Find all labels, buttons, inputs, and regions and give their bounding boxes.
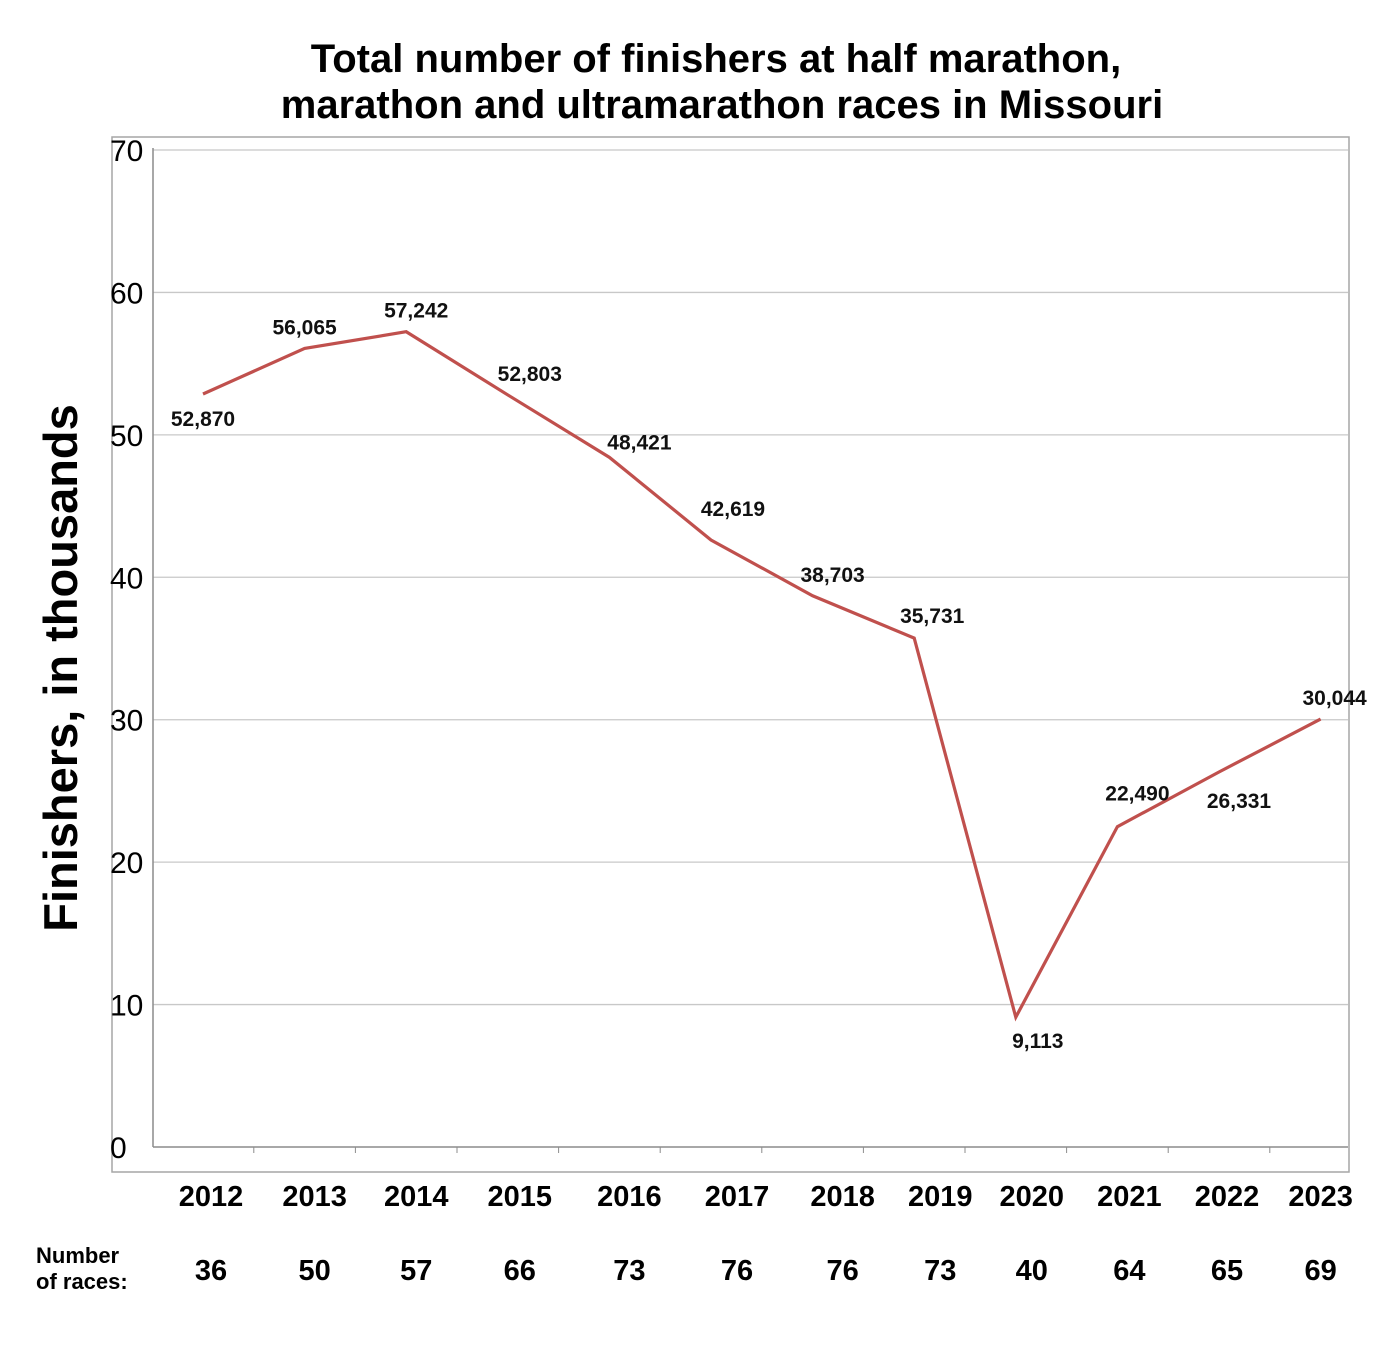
races-count-2016: 73 bbox=[613, 1255, 645, 1287]
races-count-2014: 57 bbox=[400, 1255, 432, 1287]
data-label-2014: 57,242 bbox=[384, 300, 448, 323]
data-label-2019: 35,731 bbox=[900, 605, 965, 628]
y-tick-label-10: 10 bbox=[110, 990, 143, 1023]
data-label-2020: 9,113 bbox=[1012, 1030, 1063, 1053]
x-tick-label-2023: 2023 bbox=[1288, 1181, 1353, 1213]
plot-frame bbox=[111, 136, 1350, 1173]
y-tick-label-60: 60 bbox=[110, 277, 143, 310]
x-tick-label-2022: 2022 bbox=[1195, 1181, 1260, 1213]
series-finishers bbox=[202, 330, 1322, 1022]
data-label-2017: 42,619 bbox=[701, 498, 765, 521]
data-label-2023: 30,044 bbox=[1302, 687, 1367, 710]
races-count-2013: 50 bbox=[298, 1255, 330, 1287]
x-tick-label-2021: 2021 bbox=[1097, 1181, 1162, 1213]
races-count-2021: 64 bbox=[1113, 1255, 1145, 1287]
y-axis-label: Finishers, in thousands bbox=[34, 404, 87, 932]
races-row: 36 50 57 66 73 76 76 73 40 64 65 69 bbox=[195, 1255, 1337, 1287]
x-axis-ticks: 2012 2013 2014 2015 2016 2017 2018 2019 2020 2021… bbox=[179, 1181, 1353, 1213]
data-label-2021: 22,490 bbox=[1105, 783, 1169, 806]
gridlines bbox=[152, 148, 1348, 1153]
y-tick-label-50: 50 bbox=[110, 420, 143, 453]
y-tick-label-40: 40 bbox=[110, 562, 143, 595]
data-label-2022: 26,331 bbox=[1207, 790, 1272, 813]
races-count-2012: 36 bbox=[195, 1255, 227, 1287]
races-count-2015: 66 bbox=[504, 1255, 536, 1287]
x-tick-label-2020: 2020 bbox=[1000, 1181, 1065, 1213]
races-count-2018: 76 bbox=[826, 1255, 858, 1287]
data-label-2016: 48,421 bbox=[607, 431, 672, 454]
y-tick-label-20: 20 bbox=[110, 847, 143, 880]
races-label-line-2: of races: bbox=[36, 1269, 128, 1294]
chart-title-line-2: marathon and ultramarathon races in Miss… bbox=[281, 83, 1163, 127]
races-count-2019: 73 bbox=[924, 1255, 956, 1287]
races-count-2022: 65 bbox=[1211, 1255, 1243, 1287]
y-tick-label-30: 30 bbox=[110, 705, 143, 738]
x-tick-label-2016: 2016 bbox=[597, 1181, 662, 1213]
data-label-2013: 56,065 bbox=[272, 316, 337, 339]
y-tick-label-70: 70 bbox=[110, 135, 143, 168]
x-tick-label-2012: 2012 bbox=[179, 1181, 244, 1213]
races-count-2020: 40 bbox=[1016, 1255, 1048, 1287]
races-label-line-1: Number bbox=[36, 1243, 120, 1268]
data-label-2018: 38,703 bbox=[800, 564, 864, 587]
y-tick-label-0: 0 bbox=[110, 1132, 127, 1165]
series-line bbox=[202, 330, 1322, 1022]
x-tick-label-2019: 2019 bbox=[908, 1181, 973, 1213]
data-label-2012: 52,870 bbox=[171, 408, 235, 431]
data-labels: 52,870 56,065 57,242 52,803 48,421 42,619 38,7… bbox=[171, 300, 1367, 1053]
races-count-2017: 76 bbox=[721, 1255, 753, 1287]
x-tick-label-2013: 2013 bbox=[282, 1181, 347, 1213]
x-tick-label-2015: 2015 bbox=[488, 1181, 553, 1213]
y-axis-ticks: 0 10 20 30 40 50 60 70 bbox=[110, 135, 143, 1165]
x-tick-label-2017: 2017 bbox=[705, 1181, 770, 1213]
x-tick-label-2018: 2018 bbox=[810, 1181, 875, 1213]
chart-title-line-1: Total number of finishers at half marath… bbox=[311, 37, 1121, 81]
data-label-2015: 52,803 bbox=[498, 363, 562, 386]
races-count-2023: 69 bbox=[1304, 1255, 1336, 1287]
x-tick-label-2014: 2014 bbox=[384, 1181, 449, 1213]
